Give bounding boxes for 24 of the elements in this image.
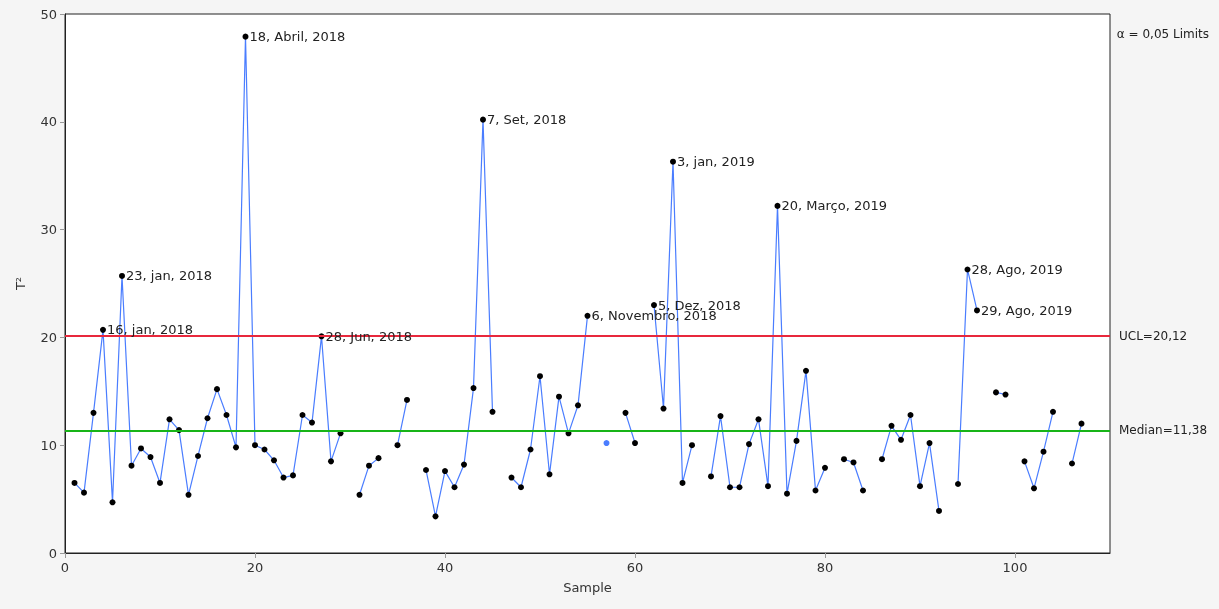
x-tick-label: 60 bbox=[626, 560, 644, 575]
ref-line-label: Median=11,38 bbox=[1119, 423, 1208, 438]
annotation: 18, Abril, 2018 bbox=[249, 29, 346, 45]
y-tick-label: 10 bbox=[40, 437, 57, 453]
annotation: 3, jan, 2019 bbox=[677, 154, 755, 170]
ref-line-label: UCL=20,12 bbox=[1119, 329, 1188, 344]
y-tick-label: 20 bbox=[40, 329, 57, 345]
y-tick-label: 50 bbox=[40, 6, 57, 22]
y-axis-title: T² bbox=[13, 276, 28, 292]
x-tick-label: 0 bbox=[60, 560, 70, 575]
annotation: 28, Ago, 2019 bbox=[971, 261, 1063, 277]
annotation: 29, Ago, 2019 bbox=[981, 302, 1073, 318]
annotation: 23, jan, 2018 bbox=[126, 268, 212, 284]
x-tick-label: 100 bbox=[1002, 560, 1028, 575]
text: α = 0,05 Limits bbox=[1116, 27, 1210, 41]
y-tick-label: 0 bbox=[48, 545, 57, 561]
y-tick-label: 30 bbox=[40, 222, 57, 238]
x-tick-label: 40 bbox=[436, 560, 454, 575]
annotation: 7, Set, 2018 bbox=[487, 112, 567, 128]
x-axis-title: Sample bbox=[563, 580, 612, 595]
x-tick-label: 20 bbox=[246, 560, 264, 575]
y-tick-label: 40 bbox=[40, 114, 57, 130]
annotation: 20, Março, 2019 bbox=[781, 198, 887, 214]
x-tick-label: 80 bbox=[816, 560, 834, 575]
